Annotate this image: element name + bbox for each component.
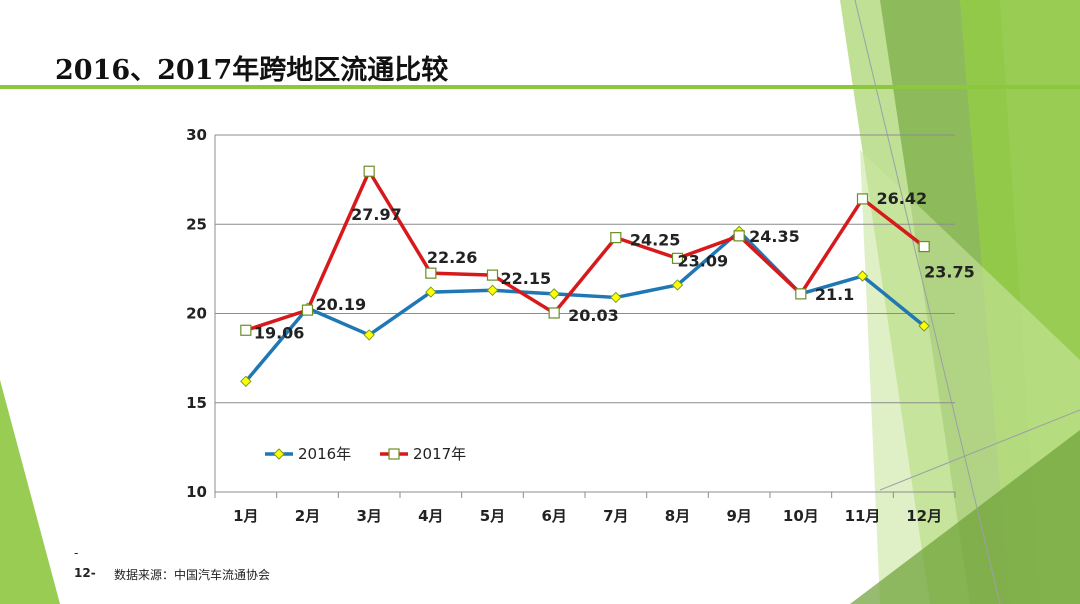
legend-label: 2016年 xyxy=(298,445,351,463)
x-tick-label: 10月 xyxy=(783,507,819,525)
data-point xyxy=(610,232,622,244)
data-label: 19.06 xyxy=(254,323,305,342)
data-point xyxy=(486,284,499,297)
data-point xyxy=(548,288,560,300)
page-title: 2016、2017年跨地区流通比较 xyxy=(55,55,449,86)
deco-line xyxy=(854,0,1001,604)
x-tick-label: 2月 xyxy=(295,507,320,525)
x-tick-label: 11月 xyxy=(845,507,881,525)
data-point xyxy=(425,286,437,298)
data-point xyxy=(918,320,930,332)
data-label: 22.26 xyxy=(427,248,478,267)
legend: 2016年 2017年 xyxy=(265,445,466,463)
data-point xyxy=(610,291,622,304)
x-tick-label: 3月 xyxy=(356,507,381,525)
page-number: 12- xyxy=(74,566,96,580)
data-point xyxy=(795,288,807,300)
data-point xyxy=(548,307,560,319)
y-tick-label: 20 xyxy=(186,305,207,323)
x-tick-label: 8月 xyxy=(665,507,690,525)
chart-grid xyxy=(214,134,956,498)
data-point xyxy=(363,165,375,177)
x-tick-label: 6月 xyxy=(541,507,566,525)
data-label: 22.15 xyxy=(501,269,552,288)
x-tick-label: 4月 xyxy=(418,507,443,525)
data-point xyxy=(856,270,869,282)
data-point xyxy=(425,267,437,279)
data-point xyxy=(240,324,252,336)
data-label: 23.75 xyxy=(924,263,975,282)
data-point xyxy=(363,329,375,341)
data-point xyxy=(856,193,869,205)
y-tick-label: 10 xyxy=(186,483,207,501)
data-label: 24.35 xyxy=(749,227,800,246)
title-divider xyxy=(0,85,1080,89)
x-tick-label: 9月 xyxy=(726,507,751,525)
data-label: 24.25 xyxy=(630,231,681,250)
data-point xyxy=(671,252,684,264)
data-point xyxy=(240,375,252,388)
x-tick-label: 1月 xyxy=(233,507,258,525)
x-axis-ticks: 1月 2月 3月 4月 5月 6月 7月 8月 9月 10月 11月 12月 xyxy=(233,507,942,525)
deco-shape xyxy=(850,430,1080,604)
data-label: 20.19 xyxy=(316,295,367,314)
x-tick-label: 12月 xyxy=(906,507,942,525)
y-tick-label: 15 xyxy=(186,394,207,412)
y-axis-ticks: 10 15 20 25 30 xyxy=(186,126,207,501)
data-label: 23.09 xyxy=(678,251,729,270)
data-point xyxy=(671,279,684,291)
data-point xyxy=(301,304,314,316)
y-tick-label: 30 xyxy=(186,126,207,144)
legend-marker xyxy=(388,448,400,460)
data-label: 20.03 xyxy=(568,306,619,325)
series-line xyxy=(244,229,926,383)
deco-line xyxy=(879,409,1080,491)
data-point xyxy=(733,230,745,242)
data-source: 数据来源：中国汽车流通协会 xyxy=(114,568,271,582)
series-line xyxy=(245,169,926,332)
data-label: 27.97 xyxy=(351,205,402,224)
data-point xyxy=(486,269,499,281)
x-tick-label: 7月 xyxy=(603,507,628,525)
chart-series xyxy=(240,165,930,388)
data-point xyxy=(918,240,930,253)
data-label: 21.1 xyxy=(815,285,854,304)
x-tick-label: 5月 xyxy=(480,507,505,525)
data-label: 26.42 xyxy=(877,189,928,208)
legend-label: 2017年 xyxy=(413,445,466,463)
footer-dash: - xyxy=(74,546,79,560)
deco-shape xyxy=(0,380,60,604)
y-tick-label: 25 xyxy=(186,215,207,233)
data-labels: 19.06 20.19 27.97 22.26 22.15 20.03 24.2523.09… xyxy=(254,189,975,342)
legend-marker xyxy=(273,448,285,460)
